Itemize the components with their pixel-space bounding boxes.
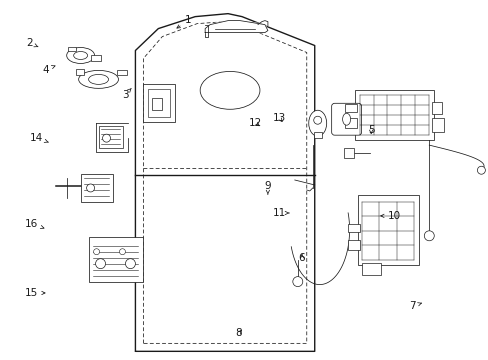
Bar	[143, 84, 175, 122]
Bar	[152, 98, 162, 110]
Text: 16: 16	[24, 219, 44, 229]
Bar	[354, 90, 433, 140]
Bar	[347, 224, 359, 232]
Circle shape	[102, 134, 110, 142]
FancyBboxPatch shape	[331, 103, 361, 135]
Ellipse shape	[66, 48, 94, 63]
Bar	[76, 69, 83, 75]
Bar	[313, 132, 321, 138]
Ellipse shape	[308, 110, 326, 136]
Bar	[357, 195, 419, 265]
Ellipse shape	[200, 71, 260, 109]
Text: 4: 4	[42, 64, 55, 75]
Circle shape	[125, 259, 135, 269]
Bar	[67, 46, 76, 51]
Bar	[99, 126, 123, 148]
Bar	[431, 118, 443, 132]
Bar	[117, 71, 127, 75]
Bar	[81, 174, 112, 202]
Text: 7: 7	[408, 301, 421, 311]
Polygon shape	[205, 21, 267, 32]
Circle shape	[95, 259, 105, 269]
Text: 15: 15	[24, 288, 45, 298]
Circle shape	[313, 116, 321, 124]
Bar	[361, 263, 381, 275]
Circle shape	[292, 276, 302, 287]
Circle shape	[424, 231, 433, 241]
Circle shape	[119, 249, 125, 255]
Text: 13: 13	[272, 113, 285, 123]
Ellipse shape	[74, 51, 87, 59]
Ellipse shape	[88, 75, 108, 84]
Circle shape	[476, 166, 485, 174]
Circle shape	[93, 249, 100, 255]
Text: 10: 10	[380, 211, 400, 221]
Text: 14: 14	[29, 133, 48, 143]
Text: 3: 3	[122, 89, 131, 100]
Text: 2: 2	[26, 38, 38, 48]
Bar	[347, 240, 359, 250]
Bar	[148, 89, 170, 117]
Text: 5: 5	[367, 125, 374, 135]
Bar	[90, 55, 101, 62]
Bar	[344, 118, 356, 128]
Bar	[344, 104, 356, 112]
Text: 6: 6	[298, 253, 305, 263]
Bar	[88, 237, 143, 282]
Bar	[431, 102, 441, 114]
Bar	[343, 148, 353, 158]
Ellipse shape	[342, 113, 350, 125]
Circle shape	[86, 184, 94, 192]
Text: 11: 11	[272, 208, 288, 218]
Text: 12: 12	[248, 118, 261, 128]
Text: 8: 8	[235, 328, 242, 338]
Text: 1: 1	[177, 15, 191, 28]
Text: 9: 9	[264, 181, 271, 194]
Ellipse shape	[79, 71, 118, 88]
